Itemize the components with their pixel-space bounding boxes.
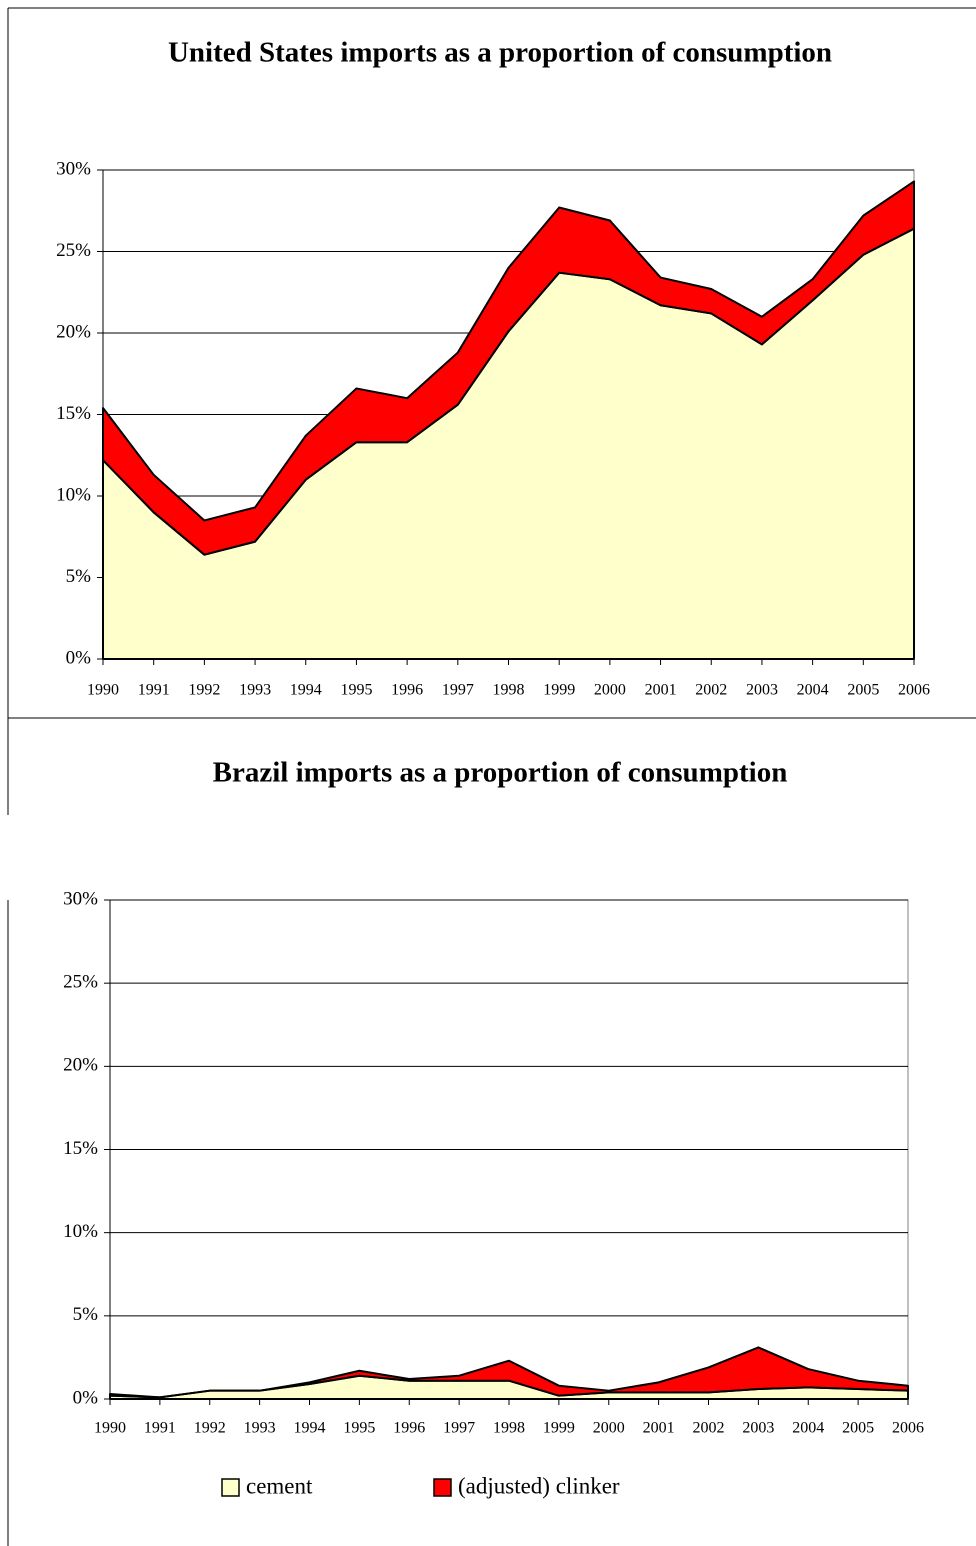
y-tick-label: 30% (63, 888, 98, 909)
x-tick-label: 2000 (594, 682, 626, 699)
y-tick-label: 5% (73, 1304, 99, 1325)
x-tick-label: 2001 (643, 1420, 675, 1437)
x-tick-label: 1990 (94, 1420, 126, 1437)
x-tick-label: 2005 (842, 1420, 874, 1437)
x-tick-label: 1992 (188, 682, 220, 699)
area (102, 180, 915, 556)
y-tick-label: 5% (66, 566, 92, 587)
x-tick-label: 1995 (343, 1420, 375, 1437)
x-tick-label: 2001 (645, 682, 677, 699)
y-tick-label: 15% (63, 1138, 98, 1159)
x-tick-label: 2000 (593, 1420, 625, 1437)
x-tick-label: 1993 (239, 682, 271, 699)
x-tick-label: 1998 (493, 682, 525, 699)
legend-label: (adjusted) clinker (458, 1473, 620, 1498)
y-tick-label: 30% (56, 158, 91, 179)
legend-swatch (221, 1478, 240, 1497)
chart-title: Brazil imports as a proportion of consum… (213, 757, 788, 789)
x-tick-label: 2004 (797, 682, 829, 699)
x-tick-label: 1997 (442, 682, 474, 699)
legend-swatch (433, 1478, 452, 1497)
x-tick-label: 1997 (443, 1420, 475, 1437)
x-tick-label: 1996 (393, 1420, 425, 1437)
x-tick-label: 1998 (493, 1420, 525, 1437)
x-tick-label: 1993 (244, 1420, 276, 1437)
y-tick-label: 20% (63, 1055, 98, 1076)
x-tick-label: 1999 (543, 1420, 575, 1437)
y-tick-label: 10% (56, 484, 91, 505)
x-tick-label: 1994 (290, 682, 322, 699)
y-tick-label: 10% (63, 1221, 98, 1242)
x-tick-label: 2003 (742, 1420, 774, 1437)
y-tick-label: 20% (56, 321, 91, 342)
x-tick-label: 2006 (892, 1420, 924, 1437)
y-tick-label: 25% (63, 972, 98, 993)
legend-label: cement (246, 1473, 313, 1498)
x-tick-label: 1992 (194, 1420, 226, 1437)
x-tick-label: 2002 (695, 682, 727, 699)
x-tick-label: 1991 (144, 1420, 176, 1437)
x-tick-label: 1991 (138, 682, 170, 699)
y-tick-label: 0% (73, 1387, 99, 1408)
y-tick-label: 15% (56, 403, 91, 424)
x-tick-label: 2003 (746, 682, 778, 699)
x-tick-label: 1999 (543, 682, 575, 699)
x-tick-label: 1995 (340, 682, 372, 699)
x-tick-label: 2006 (898, 682, 930, 699)
x-tick-label: 1994 (294, 1420, 326, 1437)
area (109, 1346, 909, 1399)
x-tick-label: 2005 (847, 682, 879, 699)
x-tick-label: 2002 (693, 1420, 725, 1437)
x-tick-label: 2004 (792, 1420, 824, 1437)
x-tick-label: 1996 (391, 682, 423, 699)
x-tick-label: 1990 (87, 682, 119, 699)
y-tick-label: 25% (56, 240, 91, 261)
y-tick-label: 0% (66, 647, 92, 668)
chart-title: United States imports as a proportion of… (168, 37, 832, 69)
